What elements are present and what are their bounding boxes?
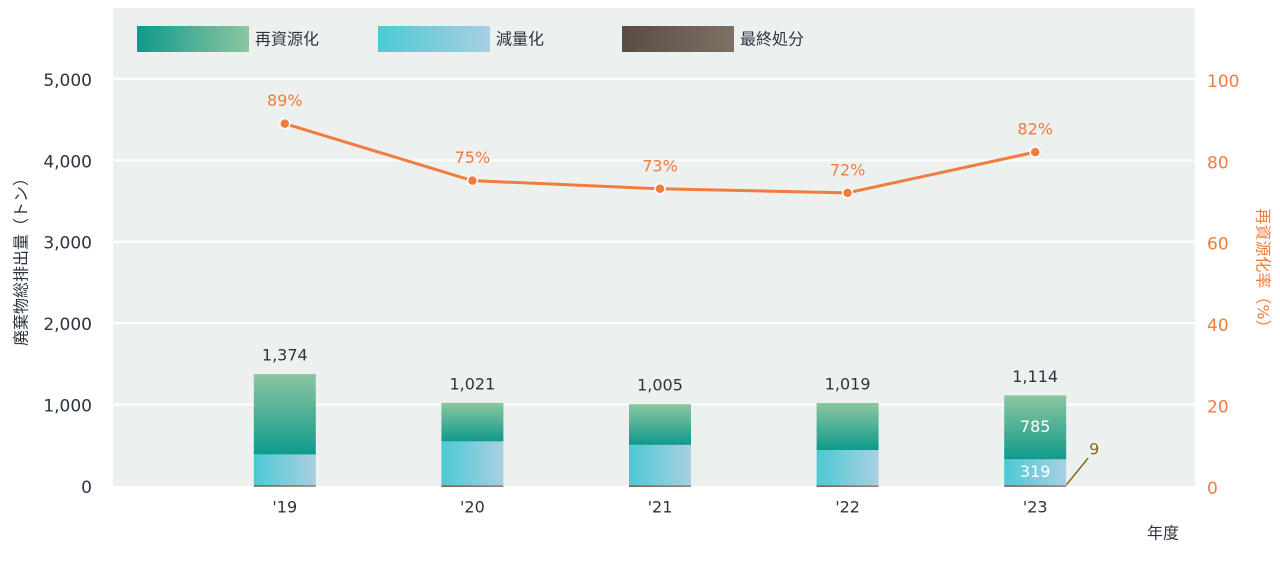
y-tick-label: 1,000 [43, 397, 92, 417]
y2-axis-label: 再資源化率（%） [1254, 208, 1273, 335]
bar-segment [816, 403, 879, 451]
bar-segment [816, 450, 879, 486]
legend-swatch [622, 26, 734, 52]
x-tick-label: '19 [272, 498, 297, 517]
legend-label: 再資源化 [255, 30, 319, 49]
bar-segment [1004, 395, 1067, 460]
y2-tick-label: 20 [1207, 398, 1229, 418]
data-label: 319 [1020, 462, 1051, 481]
data-label: 9 [1089, 440, 1099, 459]
data-label: 785 [1020, 417, 1051, 436]
rate-point [1029, 146, 1041, 158]
rate-label: 89% [267, 91, 303, 110]
y2-tick-label: 60 [1207, 235, 1229, 255]
rate-label: 73% [642, 156, 678, 175]
bar-segment [629, 485, 691, 487]
bar-segment [816, 485, 879, 487]
rate-point [279, 117, 291, 130]
bar-segment [253, 374, 316, 455]
rate-point [654, 183, 666, 195]
y-tick-label: 4,000 [43, 152, 92, 172]
rate-label: 75% [455, 148, 491, 167]
x-tick-label: '20 [460, 498, 485, 517]
x-tick-label: '22 [835, 498, 860, 517]
bar-segment [253, 454, 316, 486]
rate-label: 72% [830, 160, 866, 179]
legend-label: 最終処分 [740, 30, 804, 49]
y-tick-label: 2,000 [43, 315, 92, 335]
y-tick-label: 0 [81, 478, 92, 498]
x-tick-label: '21 [648, 498, 673, 517]
bar-segment [253, 485, 316, 487]
y-tick-label: 5,000 [43, 71, 92, 91]
y2-tick-label: 80 [1207, 153, 1229, 173]
y2-tick-label: 0 [1207, 479, 1218, 499]
total-label: 1,374 [262, 346, 308, 365]
legend-label: 減量化 [496, 30, 544, 49]
rate-point [466, 174, 479, 187]
bar-segment [629, 404, 691, 445]
total-label: 1,019 [825, 375, 871, 394]
total-label: 1,021 [449, 374, 495, 393]
legend-swatch [137, 26, 249, 52]
x-tick-label: '23 [1023, 498, 1048, 517]
legend-swatch [378, 26, 490, 52]
y-axis-label: 廃棄物総排出量（トン） [12, 170, 31, 346]
y2-tick-label: 40 [1207, 316, 1229, 336]
x-axis-label: 年度 [1147, 524, 1179, 543]
bar-segment [441, 441, 504, 486]
total-label: 1,005 [637, 376, 683, 395]
y-tick-label: 3,000 [43, 234, 92, 254]
rate-point [841, 187, 854, 199]
callout-line [1065, 457, 1089, 486]
bar-segment [441, 402, 504, 442]
bar-segment [1004, 485, 1067, 487]
rate-label: 82% [1017, 120, 1053, 139]
bar-segment [441, 485, 504, 487]
bar-segment [1004, 459, 1067, 486]
total-label: 1,114 [1012, 367, 1058, 386]
bar-segment [629, 444, 691, 486]
y2-tick-label: 100 [1207, 72, 1239, 92]
